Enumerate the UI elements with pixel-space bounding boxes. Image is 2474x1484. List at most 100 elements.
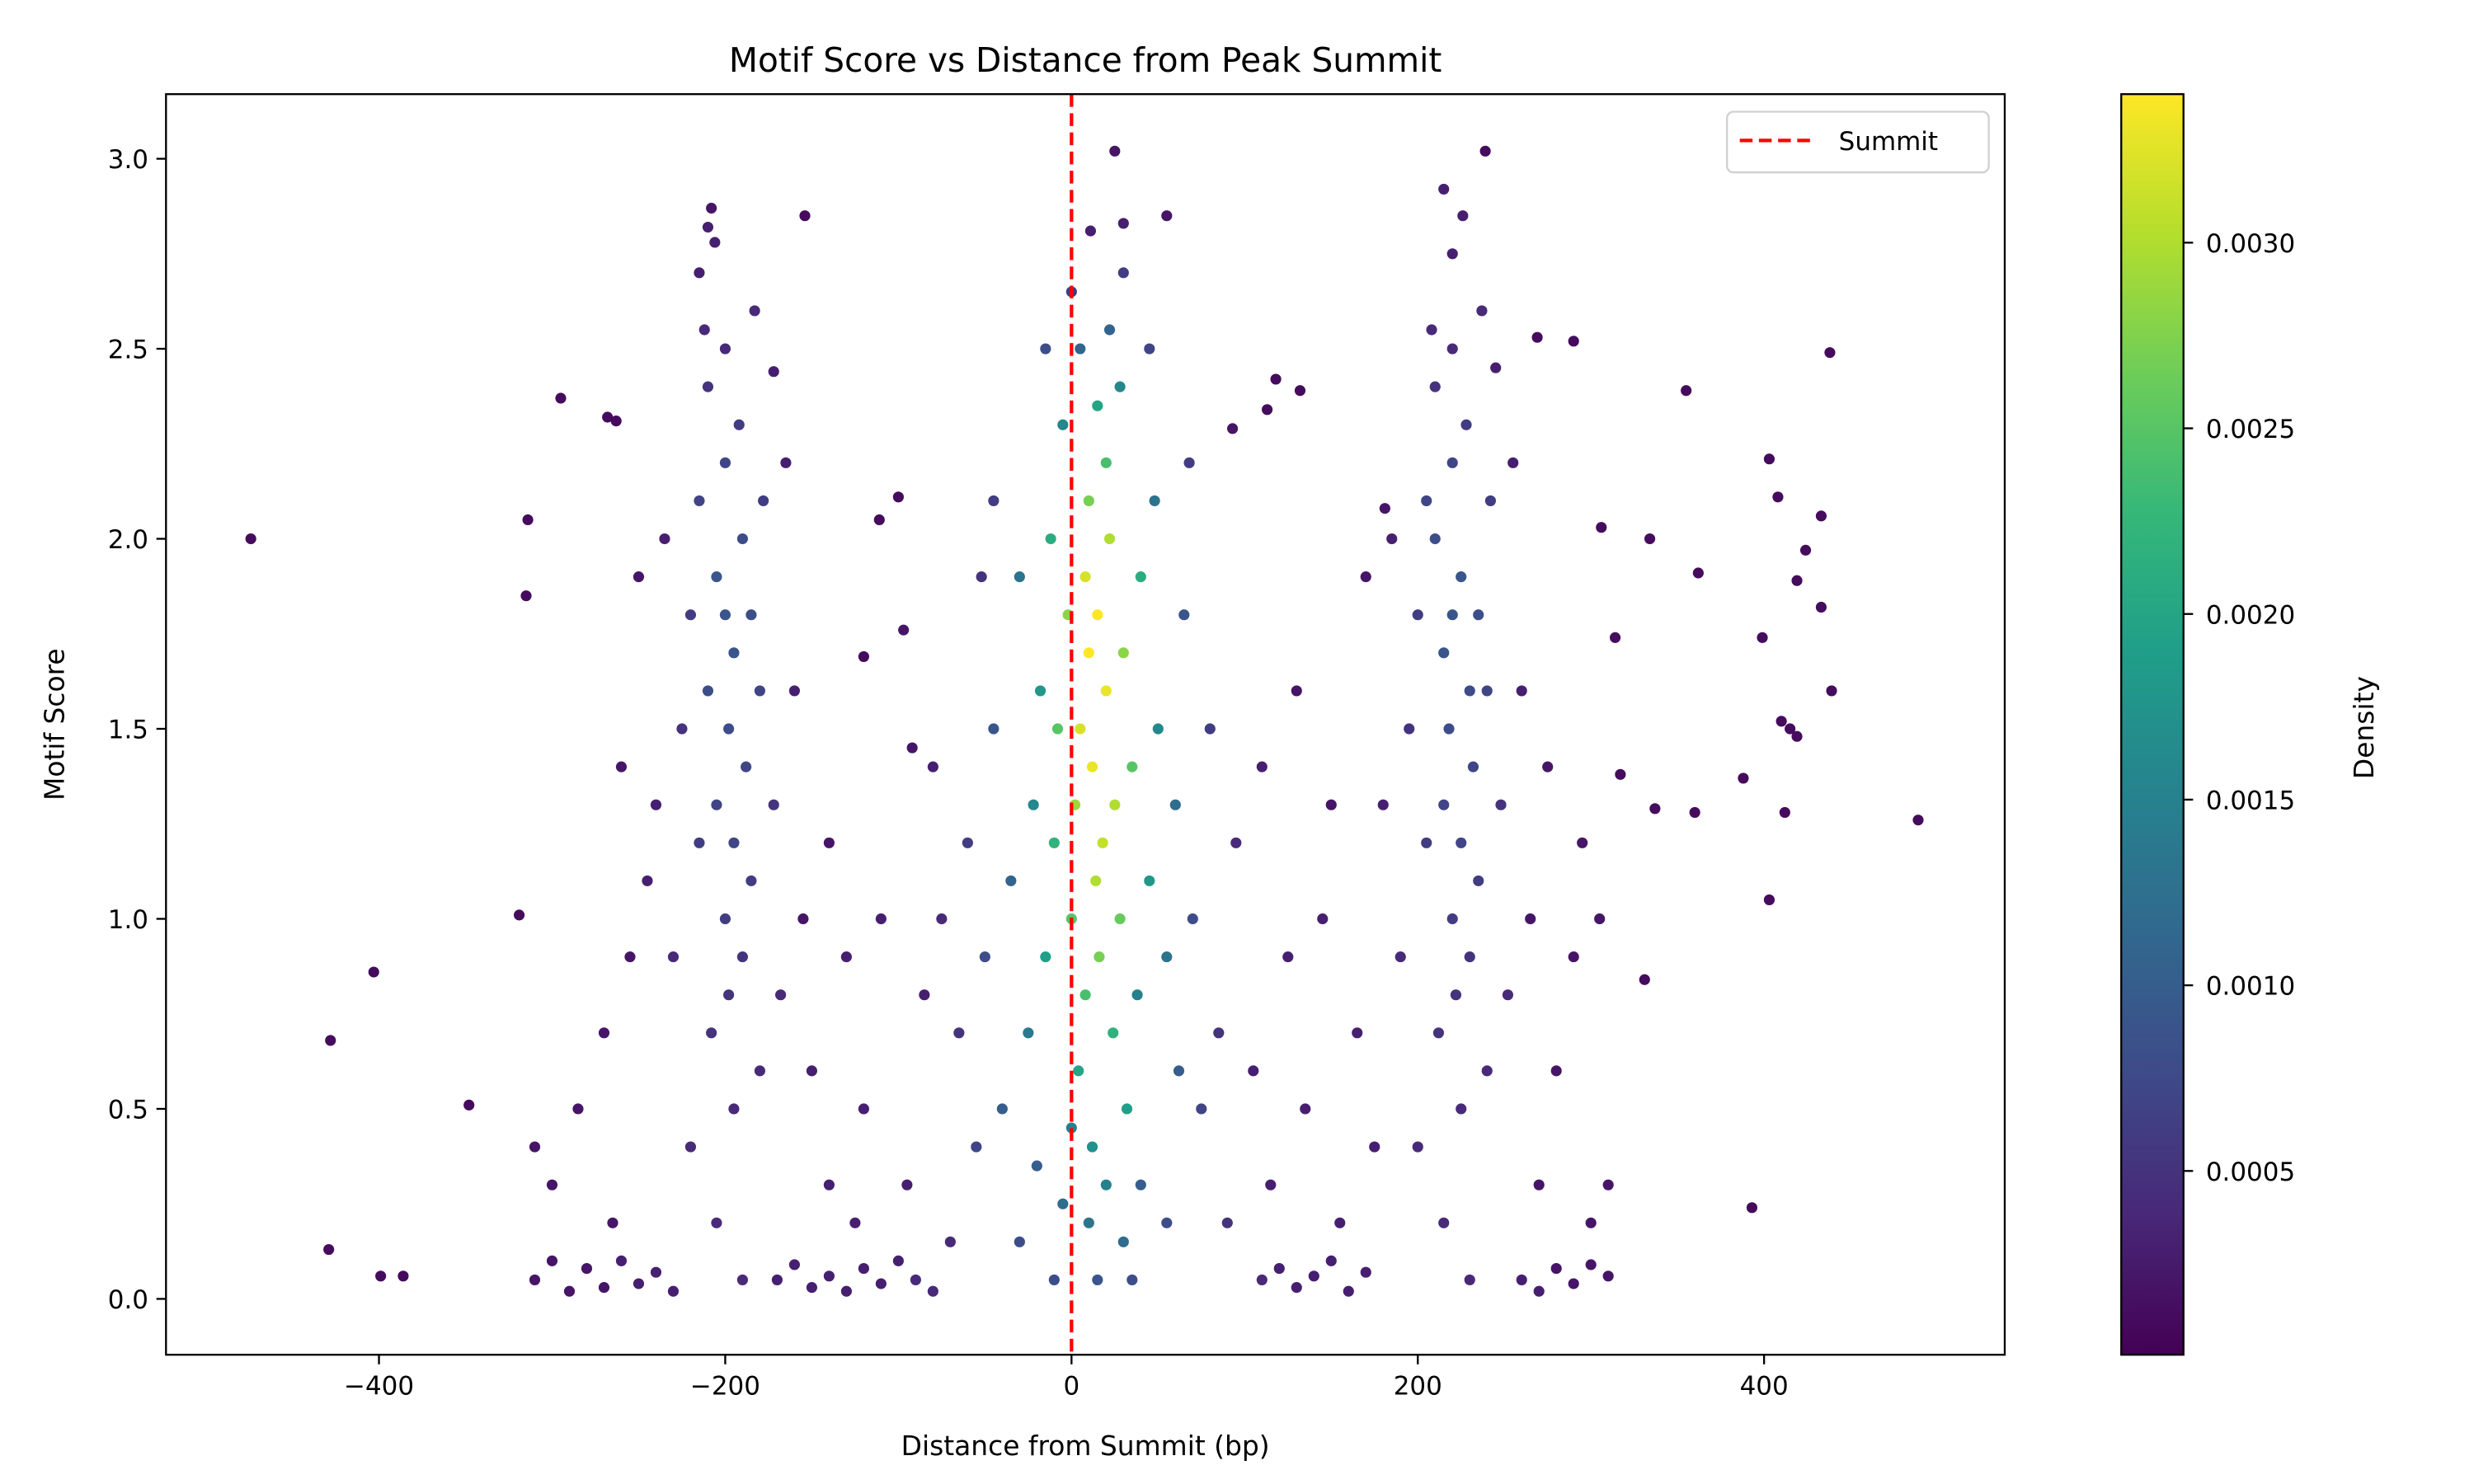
data-point (1525, 913, 1536, 925)
data-point (736, 1274, 749, 1285)
data-point (1065, 1122, 1077, 1134)
data-point (1083, 1217, 1094, 1228)
data-point (1692, 567, 1704, 579)
data-point (768, 799, 779, 810)
data-point (719, 343, 731, 355)
data-point (581, 1263, 593, 1275)
data-point (1144, 875, 1155, 886)
data-point (1117, 647, 1129, 659)
data-point (463, 1099, 475, 1111)
data-point (1094, 951, 1105, 963)
data-point (1227, 423, 1239, 434)
data-point (1161, 1217, 1173, 1228)
data-point (1438, 647, 1450, 659)
data-point (823, 837, 835, 848)
data-point (1912, 815, 1924, 826)
data-point (659, 533, 670, 545)
data-point (1446, 248, 1458, 260)
y-axis: 0.0 0.5 1.0 1.5 2.0 2.5 3.0 (108, 145, 167, 1315)
data-point (1109, 799, 1121, 810)
data-point (1446, 343, 1458, 355)
data-point (1490, 362, 1502, 373)
data-point (1460, 419, 1472, 430)
data-point (799, 210, 811, 222)
data-point (754, 685, 766, 697)
data-point (702, 685, 714, 697)
colorbar-ticks: 0.0005 0.0010 0.0015 0.0020 0.0025 0.0030 (2183, 229, 2295, 1187)
data-point (1432, 1027, 1445, 1039)
data-point (1023, 1027, 1034, 1039)
data-point (788, 1259, 800, 1270)
data-point (602, 411, 614, 423)
data-point (323, 1243, 335, 1256)
data-point (719, 609, 731, 621)
data-point (1495, 799, 1507, 810)
data-point (1230, 837, 1242, 848)
data-point (667, 951, 680, 963)
data-point (728, 837, 740, 848)
data-point (906, 742, 918, 754)
data-point (996, 1103, 1008, 1115)
data-point (988, 723, 999, 735)
y-axis-label: Motif Score (38, 648, 70, 801)
data-point (719, 913, 731, 925)
data-point (1550, 1065, 1562, 1077)
data-point (1502, 989, 1513, 1001)
data-point (1291, 685, 1302, 697)
x-tick-label: 400 (1740, 1372, 1789, 1402)
data-point (892, 491, 904, 503)
data-point (1577, 837, 1588, 848)
data-point (650, 799, 662, 810)
y-tick-label: 0.0 (108, 1285, 148, 1315)
data-point (1090, 875, 1102, 886)
data-point (1092, 400, 1103, 411)
data-point (953, 1027, 965, 1039)
data-point (1473, 875, 1484, 886)
data-point (927, 1285, 938, 1297)
data-point (976, 571, 987, 583)
data-point (1265, 1179, 1277, 1190)
data-point (1084, 225, 1097, 237)
data-point (1135, 571, 1146, 583)
data-point (1270, 373, 1282, 385)
data-point (598, 1027, 610, 1039)
data-point (1334, 1217, 1346, 1228)
data-point (1426, 324, 1437, 336)
data-point (1057, 1198, 1069, 1209)
data-point (529, 1141, 541, 1153)
data-point (1479, 145, 1491, 157)
data-point (1689, 806, 1700, 819)
data-point (375, 1270, 387, 1282)
data-point (1317, 913, 1329, 925)
data-point (1377, 799, 1389, 810)
data-point (1450, 989, 1462, 1001)
data-point (1602, 1179, 1614, 1190)
data-point (1369, 1141, 1380, 1153)
data-point (1446, 609, 1458, 621)
data-point (397, 1270, 409, 1282)
data-point (522, 514, 534, 526)
data-point (875, 913, 887, 925)
data-point (971, 1141, 982, 1153)
data-point (1815, 601, 1827, 613)
data-point (1343, 1285, 1354, 1297)
data-point (1681, 385, 1692, 397)
data-point (1438, 1217, 1450, 1228)
data-point (245, 533, 256, 545)
data-point (1568, 951, 1579, 963)
data-point (1282, 951, 1294, 963)
data-point (1121, 1103, 1133, 1115)
data-point (1256, 761, 1268, 773)
points-layer (245, 145, 1924, 1297)
data-point (823, 1179, 835, 1190)
data-point (1412, 609, 1423, 621)
data-point (563, 1285, 576, 1297)
data-point (1542, 761, 1554, 773)
data-point (607, 1217, 618, 1228)
data-point (1057, 419, 1069, 430)
data-point (901, 1179, 913, 1190)
data-point (706, 202, 717, 214)
data-point (849, 1217, 861, 1228)
data-point (694, 495, 705, 507)
data-point (875, 1278, 887, 1289)
